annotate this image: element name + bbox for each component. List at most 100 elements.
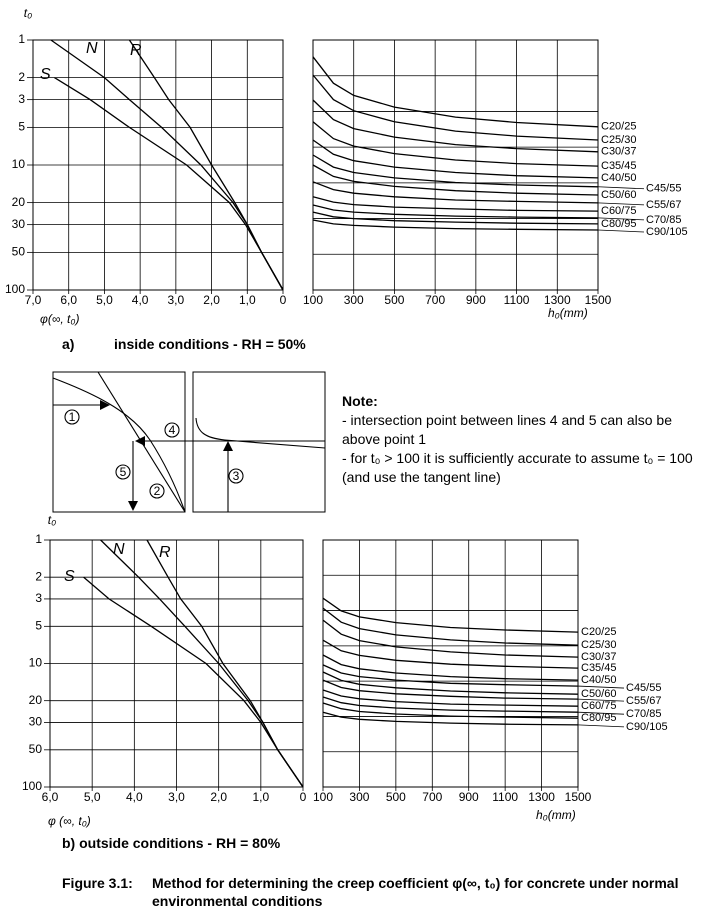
x-tick-label: 4,0	[132, 293, 149, 307]
curve-label: C70/85	[646, 214, 681, 226]
curve	[312, 181, 599, 204]
curve-label: C25/30	[601, 134, 636, 146]
curve-label: C35/45	[581, 662, 616, 674]
curve	[322, 689, 579, 707]
leader-line	[577, 685, 625, 689]
curve-label: S	[40, 66, 51, 83]
y-tick-label: 30	[29, 715, 43, 729]
y-tick-label: 30	[12, 217, 26, 231]
y-tick-label: 10	[12, 157, 26, 171]
curve	[312, 204, 599, 219]
leader-line	[577, 711, 625, 715]
x-tick-label: 3,0	[168, 790, 185, 804]
curve	[312, 74, 599, 141]
curve	[54, 77, 284, 291]
curve	[312, 139, 599, 179]
curve-label: C90/105	[626, 721, 668, 733]
marker-circle	[228, 468, 244, 484]
x-tick-label: 300	[344, 293, 364, 307]
sketch-curve	[195, 417, 326, 449]
curve	[312, 219, 599, 231]
curve	[322, 711, 579, 726]
curve-label: C40/50	[601, 172, 636, 184]
x-tick-label: 2,0	[203, 293, 220, 307]
curve	[312, 211, 599, 225]
x-tick-label: 1300	[528, 790, 555, 804]
x-tick-label: 0	[280, 293, 287, 307]
leader-line	[597, 217, 645, 221]
curve-label: C45/55	[646, 183, 681, 195]
leader-line	[577, 724, 625, 728]
y-tick-label: 10	[29, 656, 43, 670]
x-tick-label: 500	[384, 293, 404, 307]
curve-label: C20/25	[581, 626, 616, 638]
curve-label: C40/50	[581, 674, 616, 686]
curve	[312, 56, 599, 128]
curve	[312, 164, 599, 196]
y-tick-label: 5	[18, 120, 25, 134]
y-tick-label: 50	[29, 742, 43, 756]
leader-line	[597, 229, 645, 233]
leader-line	[577, 698, 625, 702]
curve-label: C30/37	[581, 651, 616, 663]
y-tick-label: 20	[29, 693, 43, 707]
curve-label: C60/75	[581, 700, 616, 712]
marker: 5	[120, 465, 127, 479]
x-tick-label: 1,0	[239, 293, 256, 307]
curve-label: C90/105	[646, 226, 688, 238]
plot-frame	[322, 539, 579, 788]
y-tick-label: 2	[35, 569, 42, 583]
marker-circle	[115, 464, 131, 480]
curve	[83, 576, 304, 788]
curve	[128, 39, 284, 291]
note-item: - intersection point between lines 4 and…	[342, 412, 672, 447]
curve-label: N	[113, 541, 125, 558]
figure-caption: Figure 3.1: Method for determining the c…	[62, 874, 702, 910]
x-tick-label: 900	[459, 790, 479, 804]
x-tick-label: 5,0	[84, 790, 101, 804]
curve-label: C50/60	[601, 189, 636, 201]
curve-label: C20/25	[601, 121, 636, 133]
x-tick-label: 4,0	[126, 790, 143, 804]
x-tick-label: 6,0	[42, 790, 59, 804]
curve-label: C55/67	[626, 695, 661, 707]
curve	[322, 679, 579, 700]
arrowhead	[135, 436, 145, 446]
x-tick-label: 100	[303, 293, 323, 307]
leader-line	[597, 186, 645, 190]
curve-label: C55/67	[646, 199, 681, 211]
leader-line	[597, 202, 645, 206]
x-tick-label: 1100	[504, 293, 530, 307]
sketch-box	[52, 371, 186, 513]
curve	[322, 696, 579, 713]
y-tick-label: 100	[22, 779, 42, 793]
curve	[322, 664, 579, 687]
arrowhead	[100, 400, 110, 410]
x-tick-label: 6,0	[60, 293, 77, 307]
curve-label: C70/85	[626, 708, 661, 720]
panel-caption: b) outside conditions - RH = 80%	[62, 835, 281, 851]
note-item: - for t₀ > 100 it is sufficiently accura…	[342, 450, 693, 485]
y-tick-label: 1	[35, 532, 42, 546]
x-tick-label: 1,0	[252, 790, 269, 804]
x-tick-label: 700	[422, 790, 442, 804]
x-tick-label: 1500	[585, 293, 612, 307]
curve-label: C35/45	[601, 160, 636, 172]
curve	[322, 702, 579, 719]
y-tick-label: 3	[35, 591, 42, 605]
y-tick-label: 2	[18, 70, 25, 84]
x-tick-label: 5,0	[96, 293, 113, 307]
curve-label: C30/37	[601, 146, 636, 158]
arrowhead	[223, 441, 233, 451]
x-tick-label: 100	[313, 790, 333, 804]
curve	[312, 196, 599, 212]
x-tick-label: 1300	[544, 293, 571, 307]
note-title: Note:	[342, 393, 378, 409]
figure-label: Figure 3.1:	[62, 875, 133, 891]
y-tick-label: 100	[5, 282, 25, 296]
y-axis-label: t₀	[24, 6, 32, 20]
sketch-box	[192, 371, 326, 513]
x-axis-label: φ(∞, t₀)	[40, 312, 79, 326]
arrowhead	[128, 501, 138, 511]
